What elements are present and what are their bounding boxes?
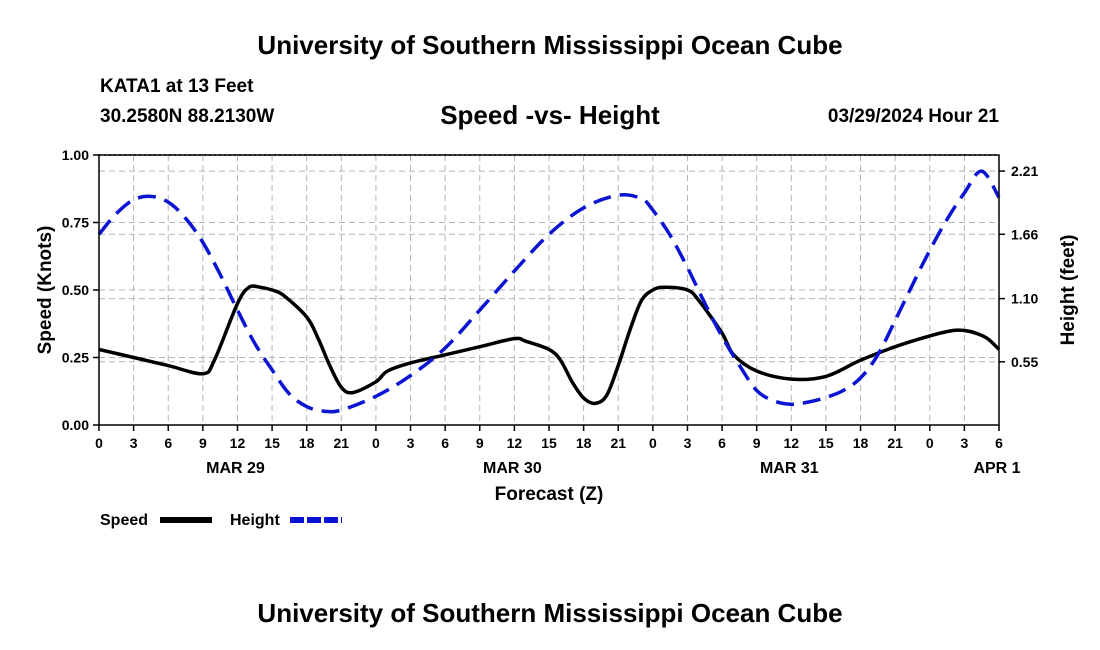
x-tick-label: 6 (164, 435, 172, 451)
x-tick-label: 0 (95, 435, 103, 451)
x-tick-label: 6 (718, 435, 726, 451)
legend-height-label: Height (230, 512, 280, 529)
x-tick-label: 15 (541, 435, 557, 451)
chart-title: Speed -vs- Height (440, 100, 660, 130)
y-tick-label: 0.75 (62, 215, 89, 231)
series-line-speed (98, 284, 1001, 406)
legend: Speed Height (100, 512, 342, 529)
x-tick-label: 18 (576, 435, 592, 451)
y2-tick-label: 0.55 (1011, 354, 1038, 370)
footer-title: University of Southern Mississippi Ocean… (257, 598, 843, 628)
x-tick-label: 18 (299, 435, 315, 451)
x-date-label: MAR 31 (760, 460, 819, 477)
station-label: KATA1 at 13 Feet (100, 76, 254, 97)
y2-tick-label: 1.66 (1011, 226, 1038, 242)
x-tick-label: 9 (199, 435, 207, 451)
station-coordinates: 30.2580N 88.2130W (100, 106, 275, 127)
x-tick-label: 9 (753, 435, 761, 451)
grid-layer (99, 154, 999, 425)
x-tick-label: 3 (130, 435, 138, 451)
y-tick-label: 1.00 (62, 147, 89, 163)
page-title: University of Southern Mississippi Ocean… (257, 30, 843, 60)
x-tick-label: 21 (334, 435, 350, 451)
x-date-label: APR 1 (973, 460, 1020, 477)
x-tick-label: 21 (887, 435, 903, 451)
x-axis-label: Forecast (Z) (495, 484, 604, 505)
x-tick-label: 21 (610, 435, 626, 451)
x-tick-label: 12 (507, 435, 523, 451)
x-tick-label: 12 (230, 435, 246, 451)
x-tick-label: 18 (853, 435, 869, 451)
y-tick-label: 0.50 (62, 282, 89, 298)
x-tick-label: 15 (818, 435, 834, 451)
x-tick-label: 0 (926, 435, 934, 451)
x-date-label: MAR 30 (483, 460, 542, 477)
x-tick-label: 0 (372, 435, 380, 451)
y2-tick-label: 1.10 (1011, 291, 1038, 307)
y-tick-label: 0.00 (62, 417, 89, 433)
x-tick-label: 6 (441, 435, 449, 451)
plot-frame (98, 154, 1000, 426)
series-layer (97, 169, 1001, 414)
legend-speed-label: Speed (100, 512, 148, 529)
series-line-height (97, 169, 1001, 414)
x-tick-label: 15 (264, 435, 280, 451)
x-tick-label: 3 (960, 435, 968, 451)
x-tick-label: 12 (784, 435, 800, 451)
y2-tick-label: 2.21 (1011, 163, 1038, 179)
y-axis-label: Speed (Knots) (35, 226, 56, 355)
y-tick-label: 0.25 (62, 350, 89, 366)
forecast-datetime: 03/29/2024 Hour 21 (827, 106, 999, 127)
x-tick-label: 3 (684, 435, 692, 451)
y2-axis-label: Height (feet) (1058, 235, 1079, 346)
x-date-label: MAR 29 (206, 460, 265, 477)
x-tick-label: 3 (407, 435, 415, 451)
x-tick-label: 0 (649, 435, 657, 451)
x-tick-label: 9 (476, 435, 484, 451)
ticks-layer: 0 3 6 9 12 15 18 21 0 3 6 9 12 15 18 21 0 3 6 9 12 15 18 21 0 3 6 M… (62, 147, 1039, 477)
x-tick-label: 6 (995, 435, 1003, 451)
